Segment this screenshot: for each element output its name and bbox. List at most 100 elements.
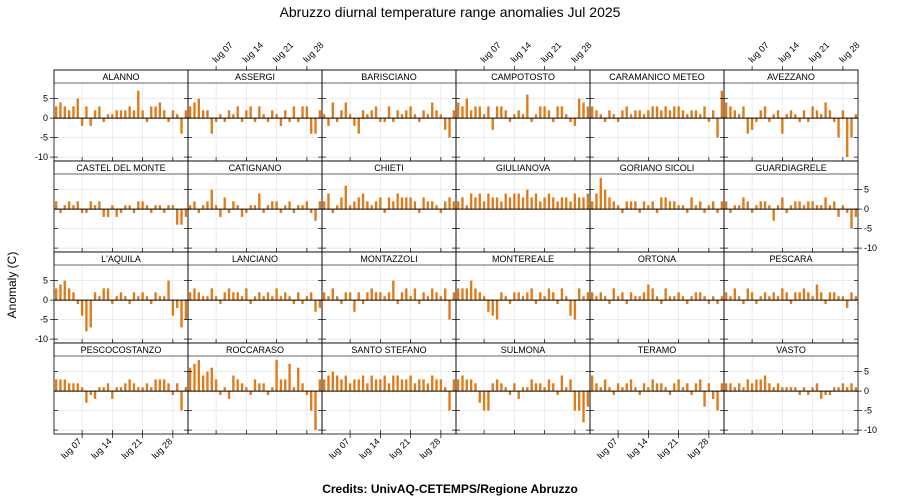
bar	[763, 106, 767, 119]
bar	[590, 292, 594, 301]
panel-pescara: PESCARA	[723, 251, 859, 344]
bar	[266, 118, 270, 122]
bar	[288, 363, 291, 392]
bar	[794, 114, 797, 119]
bar	[737, 114, 741, 119]
bar	[288, 296, 291, 301]
bar	[111, 300, 114, 304]
bar	[616, 383, 620, 392]
panel-title: CASTEL DEL MONTE	[76, 163, 165, 173]
bar	[188, 205, 192, 210]
credits-text: Credits: UnivAQ-CETEMPS/Regione Abruzzo	[322, 482, 578, 496]
x-tick-label: lug 21	[120, 436, 144, 460]
bar	[508, 300, 512, 304]
bar	[724, 201, 728, 210]
bar	[547, 193, 551, 210]
panel-campotosto: CAMPOTOSTO	[455, 66, 591, 162]
y-tick-label: 5	[43, 94, 48, 104]
bar	[439, 209, 443, 213]
bar	[422, 110, 425, 119]
bar	[396, 193, 399, 210]
bar	[634, 296, 637, 301]
bar	[815, 284, 819, 301]
bar	[677, 379, 680, 392]
bar	[271, 387, 274, 392]
bar	[634, 387, 637, 392]
bar	[500, 106, 503, 119]
bar	[781, 288, 784, 301]
bar	[258, 292, 261, 301]
bar	[621, 209, 624, 213]
bar	[180, 118, 183, 134]
bar	[141, 292, 144, 301]
bar	[638, 209, 641, 213]
bar	[279, 379, 283, 392]
panel-guardiagrele: GUARDIAGRELE	[723, 160, 862, 253]
bar	[435, 110, 438, 119]
bar	[262, 383, 265, 392]
bar	[357, 379, 360, 392]
bar	[370, 110, 373, 119]
bar	[214, 379, 218, 392]
panel-sulmona: SULMONA	[455, 342, 591, 435]
chart-title: Abruzzo diurnal temperature range anomal…	[279, 4, 621, 20]
bar	[634, 110, 637, 119]
bar	[80, 300, 84, 316]
x-tick-label: lug 21	[807, 40, 831, 64]
bar	[534, 300, 538, 304]
bar	[517, 292, 520, 301]
x-tick-label: lug 28	[301, 40, 325, 64]
bar	[642, 292, 646, 301]
bar	[396, 300, 399, 304]
x-tick-label: lug 21	[539, 40, 563, 64]
bar	[167, 205, 170, 210]
bar	[111, 114, 114, 119]
bar	[184, 209, 188, 217]
bar	[802, 110, 806, 119]
bar	[266, 292, 270, 301]
bar	[712, 201, 715, 210]
bar	[80, 118, 84, 126]
bar	[694, 110, 698, 119]
bar	[647, 205, 650, 210]
bar	[310, 209, 313, 213]
bar	[331, 288, 334, 301]
bar	[201, 296, 205, 301]
bar	[651, 288, 654, 301]
bar	[534, 383, 538, 392]
panel-title: PESCOCOSTANZO	[81, 345, 162, 355]
bar	[206, 371, 209, 392]
bar	[184, 387, 188, 392]
bar	[422, 379, 425, 392]
bar	[158, 205, 162, 210]
bar	[301, 300, 304, 304]
bar	[124, 383, 127, 392]
bar	[413, 288, 417, 301]
bar	[807, 201, 810, 210]
bar	[699, 292, 702, 301]
bar	[444, 118, 447, 130]
x-tick-label: lug 28	[837, 40, 861, 64]
bar	[820, 391, 823, 399]
bar	[348, 205, 352, 210]
bar	[275, 359, 278, 392]
bar	[379, 292, 382, 301]
x-tick-label: lug 07	[746, 40, 770, 64]
bar	[154, 379, 157, 392]
bar	[815, 205, 819, 210]
bar	[651, 201, 654, 210]
bar	[724, 292, 728, 301]
bar	[720, 90, 724, 119]
x-tick-label: lug 14	[777, 40, 801, 64]
bar	[798, 292, 801, 301]
bar	[755, 300, 758, 304]
bar	[543, 197, 546, 210]
bar	[521, 387, 525, 392]
panel-title: SANTO STEFANO	[351, 345, 426, 355]
bar	[409, 106, 412, 119]
bar	[854, 209, 858, 217]
bar	[565, 197, 568, 210]
bar	[374, 201, 378, 210]
y-tick-label: 0	[864, 204, 869, 214]
bar	[638, 296, 641, 301]
